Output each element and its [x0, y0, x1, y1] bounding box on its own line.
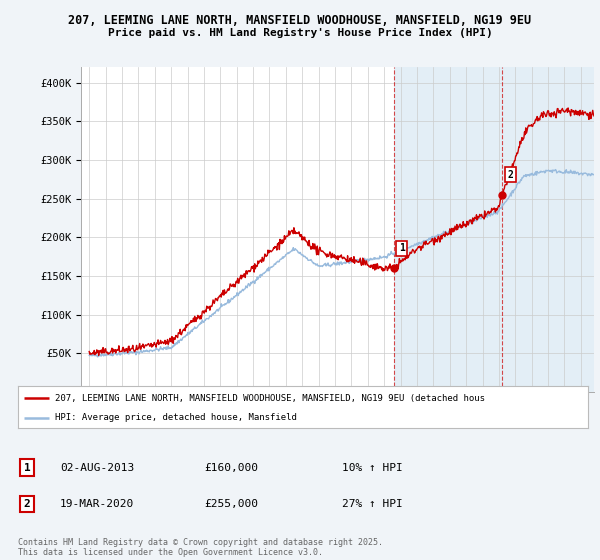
Text: 2: 2	[23, 499, 31, 509]
Text: Contains HM Land Registry data © Crown copyright and database right 2025.
This d: Contains HM Land Registry data © Crown c…	[18, 538, 383, 557]
Text: HPI: Average price, detached house, Mansfield: HPI: Average price, detached house, Mans…	[55, 413, 297, 422]
Bar	[394, 67, 502, 392]
Text: 207, LEEMING LANE NORTH, MANSFIELD WOODHOUSE, MANSFIELD, NG19 9EU: 207, LEEMING LANE NORTH, MANSFIELD WOODH…	[68, 14, 532, 27]
Text: 2: 2	[507, 170, 513, 180]
Text: 27% ↑ HPI: 27% ↑ HPI	[342, 499, 403, 509]
Text: 02-AUG-2013: 02-AUG-2013	[60, 463, 134, 473]
Text: 1: 1	[23, 463, 31, 473]
Text: Price paid vs. HM Land Registry's House Price Index (HPI): Price paid vs. HM Land Registry's House …	[107, 28, 493, 38]
Text: £160,000: £160,000	[204, 463, 258, 473]
Text: 1: 1	[398, 243, 404, 253]
Text: £255,000: £255,000	[204, 499, 258, 509]
Bar	[502, 67, 594, 392]
Text: 207, LEEMING LANE NORTH, MANSFIELD WOODHOUSE, MANSFIELD, NG19 9EU (detached hous: 207, LEEMING LANE NORTH, MANSFIELD WOODH…	[55, 394, 485, 403]
Text: 10% ↑ HPI: 10% ↑ HPI	[342, 463, 403, 473]
Text: 19-MAR-2020: 19-MAR-2020	[60, 499, 134, 509]
